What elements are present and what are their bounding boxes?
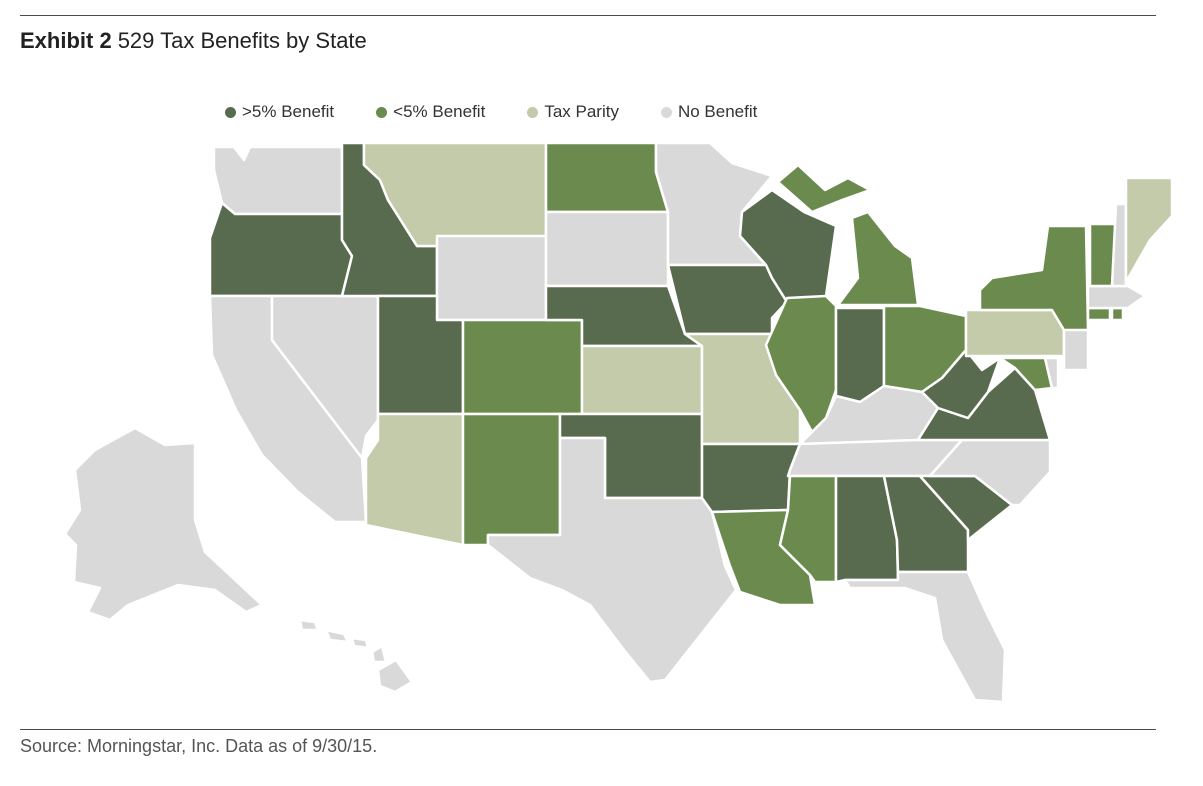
state-wi[interactable]	[738, 188, 838, 304]
state-pa[interactable]	[964, 308, 1066, 358]
state-ak[interactable]	[63, 426, 264, 622]
state-fl[interactable]	[843, 570, 1007, 704]
legend-label-parity: Tax Parity	[544, 102, 619, 121]
exhibit-title: Exhibit 2 529 Tax Benefits by State	[20, 27, 367, 55]
state-co[interactable]	[461, 318, 584, 416]
state-ma[interactable]	[1086, 284, 1147, 310]
legend-item-gt5: >5% Benefit	[225, 102, 334, 122]
state-ct[interactable]	[1086, 306, 1112, 322]
bottom-rule	[20, 729, 1156, 730]
top-rule	[20, 15, 1156, 16]
state-wa[interactable]	[212, 145, 344, 216]
state-az[interactable]	[364, 412, 465, 547]
legend-swatch-parity	[527, 106, 539, 118]
state-nm[interactable]	[461, 412, 562, 547]
state-hi[interactable]	[298, 618, 414, 694]
legend-item-none: No Benefit	[660, 102, 758, 122]
state-mi[interactable]	[776, 163, 920, 307]
legend-label-gt5: >5% Benefit	[242, 102, 335, 121]
state-ar[interactable]	[700, 442, 802, 514]
legend-label-lt5: <5% Benefit	[393, 102, 486, 121]
legend-swatch-none	[660, 106, 672, 118]
legend-item-lt5: <5% Benefit	[376, 102, 485, 122]
state-in[interactable]	[834, 306, 886, 404]
state-ny[interactable]	[978, 224, 1090, 332]
legend-item-parity: Tax Parity	[527, 102, 619, 122]
state-or[interactable]	[208, 201, 354, 298]
exhibit-heading: 529 Tax Benefits by State	[117, 28, 367, 53]
source-note: Source: Morningstar, Inc. Data as of 9/3…	[20, 736, 378, 756]
state-md[interactable]	[998, 356, 1054, 392]
exhibit-label: Exhibit 2	[20, 28, 112, 53]
state-ia[interactable]	[666, 263, 789, 336]
state-me[interactable]	[1124, 176, 1174, 284]
state-wy[interactable]	[435, 234, 548, 322]
state-nj[interactable]	[1062, 326, 1090, 372]
legend-label-none: No Benefit	[677, 102, 758, 121]
state-ri[interactable]	[1110, 306, 1125, 322]
state-sd[interactable]	[544, 210, 670, 288]
legend-swatch-gt5	[225, 106, 236, 118]
state-ks[interactable]	[580, 344, 704, 416]
legend: >5% Benefit <5% Benefit Tax Parity No Benef…	[225, 102, 799, 122]
legend-swatch-lt5	[376, 106, 388, 118]
state-nh[interactable]	[1110, 202, 1128, 288]
state-tx[interactable]	[486, 436, 738, 684]
state-nd[interactable]	[544, 141, 670, 214]
state-de[interactable]	[1043, 356, 1060, 390]
